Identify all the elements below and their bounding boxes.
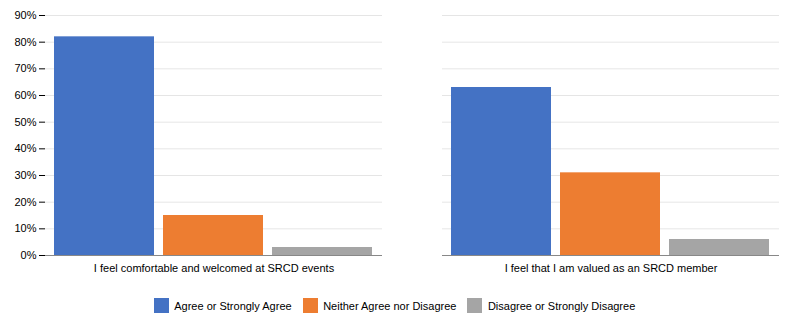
svg-text:80%: 80% — [14, 36, 36, 48]
html-text:Agree or Strongly Agree: Agree or Strongly Agree — [174, 299, 292, 312]
svg-text:I feel that I am valued as an: I feel that I am valued as an SRCD membe… — [505, 262, 718, 274]
html-text:Neither Agree nor Disagree: Neither Agree nor Disagree — [323, 299, 457, 312]
svg-text:20%: 20% — [14, 196, 36, 208]
svg-text:70%: 70% — [14, 62, 36, 74]
svg-text:I feel comfortable and welcome: I feel comfortable and welcomed at SRCD … — [94, 262, 335, 274]
svg-text:60%: 60% — [14, 89, 36, 101]
svg-text:90%: 90% — [14, 9, 36, 21]
svg-text:40%: 40% — [14, 142, 36, 154]
html-text:Disagree or Strongly Disagree: Disagree or Strongly Disagree — [487, 299, 636, 312]
svg-text:0%: 0% — [21, 249, 37, 261]
svg-text:30%: 30% — [14, 169, 36, 181]
svg-text:10%: 10% — [14, 222, 36, 234]
svg-text:50%: 50% — [14, 116, 36, 128]
